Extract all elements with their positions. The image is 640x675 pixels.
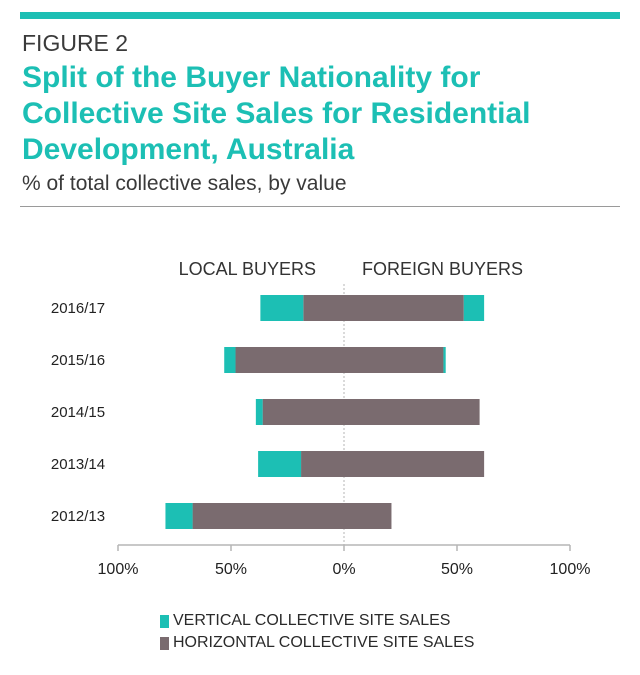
bar-local-horizontal (235, 347, 344, 373)
x-tick-label: 50% (441, 561, 473, 578)
figure-label: FIGURE 2 (22, 30, 129, 56)
bar-local-horizontal (303, 295, 344, 321)
bar-local-vertical (260, 295, 304, 321)
category-label: 2014/15 (51, 404, 105, 421)
bar-foreign-horizontal (344, 295, 464, 321)
category-label: 2012/13 (51, 508, 105, 525)
legend-swatch-vertical (160, 614, 169, 628)
bar-foreign-vertical (443, 347, 446, 373)
bar-foreign-vertical (463, 295, 485, 321)
group-label-foreign: FOREIGN BUYERS (362, 259, 523, 279)
x-tick-label: 50% (215, 561, 247, 578)
chart-subtitle: % of total collective sales, by value (22, 172, 347, 195)
diverging-bar-chart: LOCAL BUYERS FOREIGN BUYERS 2016/17 2015/16… (51, 259, 591, 578)
accent-bar (20, 12, 620, 19)
category-label: 2013/14 (51, 456, 105, 473)
group-label-local: LOCAL BUYERS (179, 259, 316, 279)
bar-local-horizontal (301, 451, 344, 477)
legend-label-horizontal: HORIZONTAL COLLECTIVE SITE SALES (173, 634, 475, 651)
legend-item-horizontal: HORIZONTAL COLLECTIVE SITE SALES (160, 632, 474, 654)
bar-foreign-horizontal (344, 347, 444, 373)
bar-local-horizontal (192, 503, 344, 529)
bar-local-vertical (165, 503, 193, 529)
legend-swatch-horizontal (160, 636, 169, 650)
x-tick-label: 0% (332, 561, 355, 578)
bar-foreign-horizontal (344, 503, 392, 529)
chart-legend: VERTICAL COLLECTIVE SITE SALES HORIZONTA… (160, 610, 474, 654)
legend-item-vertical: VERTICAL COLLECTIVE SITE SALES (160, 610, 474, 632)
x-tick-label: 100% (98, 561, 139, 578)
bar-foreign-horizontal (344, 399, 480, 425)
bar-local-vertical (224, 347, 236, 373)
bar-foreign-horizontal (344, 451, 485, 477)
category-label: 2016/17 (51, 300, 105, 317)
header-divider (20, 206, 620, 207)
legend-label-vertical: VERTICAL COLLECTIVE SITE SALES (173, 612, 451, 629)
category-label: 2015/16 (51, 352, 105, 369)
chart-title: Split of the Buyer Nationality for Colle… (22, 61, 531, 166)
bar-local-horizontal (262, 399, 344, 425)
bar-local-vertical (255, 399, 263, 425)
bar-local-vertical (258, 451, 302, 477)
x-tick-label: 100% (550, 561, 591, 578)
